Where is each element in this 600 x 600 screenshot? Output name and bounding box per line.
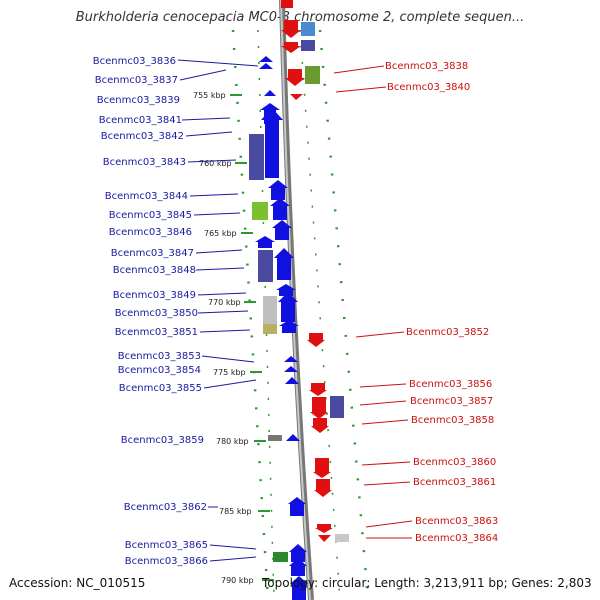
gene-label[interactable]: Bcenmc03_3838: [385, 61, 468, 72]
gene-label[interactable]: Bcenmc03_3848: [113, 265, 196, 276]
tick-label-790: 790 kbp: [221, 576, 254, 585]
tick-marks: [230, 94, 274, 581]
reverse-genes: [281, 0, 333, 542]
gene-label[interactable]: Bcenmc03_3858: [411, 415, 494, 426]
tick-label-775: 775 kbp: [213, 368, 246, 377]
gene-label[interactable]: Bcenmc03_3841: [99, 115, 182, 126]
gene-label[interactable]: Bcenmc03_3859: [121, 435, 204, 446]
gene-label[interactable]: Bcenmc03_3837: [95, 75, 178, 86]
gene-label[interactable]: Bcenmc03_3849: [113, 290, 196, 301]
gene-label[interactable]: Bcenmc03_3851: [115, 327, 198, 338]
right-leader-lines: [333, 65, 413, 539]
gene-label[interactable]: Bcenmc03_3855: [119, 383, 202, 394]
right-gene-labels: Bcenmc03_3838 Bcenmc03_3840 Bcenmc03_385…: [385, 61, 498, 544]
tick-label-760: 760 kbp: [199, 159, 232, 168]
homolog-blocks: [249, 22, 349, 562]
tick-label-765: 765 kbp: [204, 229, 237, 238]
accession-label: Accession: NC_010515: [9, 576, 146, 590]
gene-label[interactable]: Bcenmc03_3862: [124, 502, 207, 513]
gene-label[interactable]: Bcenmc03_3844: [105, 191, 188, 202]
gene-label[interactable]: Bcenmc03_3853: [118, 351, 201, 362]
gene-label[interactable]: Bcenmc03_3857: [410, 396, 493, 407]
gene-label[interactable]: Bcenmc03_3864: [415, 533, 498, 544]
gene-label[interactable]: Bcenmc03_3866: [125, 556, 208, 567]
gene-label[interactable]: Bcenmc03_3863: [415, 516, 498, 527]
gene-label[interactable]: Bcenmc03_3852: [406, 327, 489, 338]
gene-label[interactable]: Bcenmc03_3860: [413, 457, 496, 468]
gene-label[interactable]: Bcenmc03_3845: [109, 210, 192, 221]
gene-label[interactable]: Bcenmc03_3843: [103, 157, 186, 168]
tick-label-785: 785 kbp: [219, 507, 252, 516]
gene-label[interactable]: Bcenmc03_3861: [413, 477, 496, 488]
outer-right-track: [318, 29, 370, 600]
tick-label-755: 755 kbp: [193, 91, 226, 100]
left-leader-lines: [177, 59, 259, 562]
gene-label[interactable]: Bcenmc03_3847: [111, 248, 194, 259]
gene-label[interactable]: Bcenmc03_3836: [93, 56, 176, 67]
gene-label[interactable]: Bcenmc03_3856: [409, 379, 492, 390]
forward-genes: [255, 56, 308, 600]
tick-label-770: 770 kbp: [208, 298, 241, 307]
gene-label[interactable]: Bcenmc03_3865: [125, 540, 208, 551]
gene-label[interactable]: Bcenmc03_3846: [109, 227, 192, 238]
tick-label-780: 780 kbp: [216, 437, 249, 446]
topology-label: Topology: circular; Length: 3,213,911 bp…: [262, 576, 592, 590]
gene-label[interactable]: Bcenmc03_3850: [115, 308, 198, 319]
gene-label[interactable]: Bcenmc03_3839: [97, 95, 180, 106]
diagram-title: Burkholderia cenocepacia MC0-3 chromosom…: [75, 10, 525, 25]
gene-label[interactable]: Bcenmc03_3840: [387, 82, 470, 93]
gene-label[interactable]: Bcenmc03_3842: [101, 131, 184, 142]
left-gene-labels: Bcenmc03_3836 Bcenmc03_3837 Bcenmc03_383…: [93, 56, 208, 567]
gene-label[interactable]: Bcenmc03_3854: [118, 365, 201, 376]
